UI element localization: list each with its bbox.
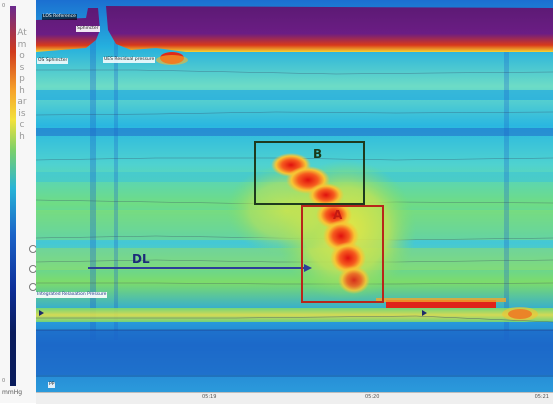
- region-label-dl: DL: [132, 252, 150, 266]
- axis-tick: 05:19: [202, 394, 217, 400]
- region-label-a: A: [333, 208, 343, 222]
- pressure-topography-plot[interactable]: LOS Reference Sphincter OS Sphincter UES…: [36, 0, 553, 392]
- scale-title: Atmospharisch: [17, 28, 27, 142]
- pressure-scale: Atmospharisch 0 0 mmHg: [0, 0, 37, 403]
- axis-tick: 05:21: [534, 394, 549, 400]
- label-pp: PP: [48, 382, 56, 388]
- label-os-sphincter: OS Sphincter: [37, 58, 69, 64]
- scale-tick-bottom: 0: [2, 378, 6, 384]
- label-sphincter: Sphincter: [76, 26, 100, 32]
- label-reference: LOS Reference: [42, 14, 77, 20]
- marker-triangle-icon: [39, 310, 44, 316]
- color-scale-bar: [10, 6, 16, 386]
- region-box-a: [301, 205, 384, 303]
- region-box-b: [254, 141, 365, 205]
- topography-svg: [36, 0, 553, 392]
- axis-tick: 05:20: [365, 394, 380, 400]
- label-ues-residual: UES Residual pressure: [103, 57, 156, 63]
- arrow-head-icon: [304, 264, 312, 272]
- marker-triangle-icon: [422, 310, 427, 316]
- scale-unit: mmHg: [2, 389, 23, 396]
- time-axis: 05:19 05:20 05:21: [36, 392, 553, 404]
- label-integrated-relaxation: Integrated Relaxation Pressure: [36, 292, 108, 298]
- region-label-b: B: [313, 147, 323, 161]
- scale-tick-top: 0: [2, 3, 6, 9]
